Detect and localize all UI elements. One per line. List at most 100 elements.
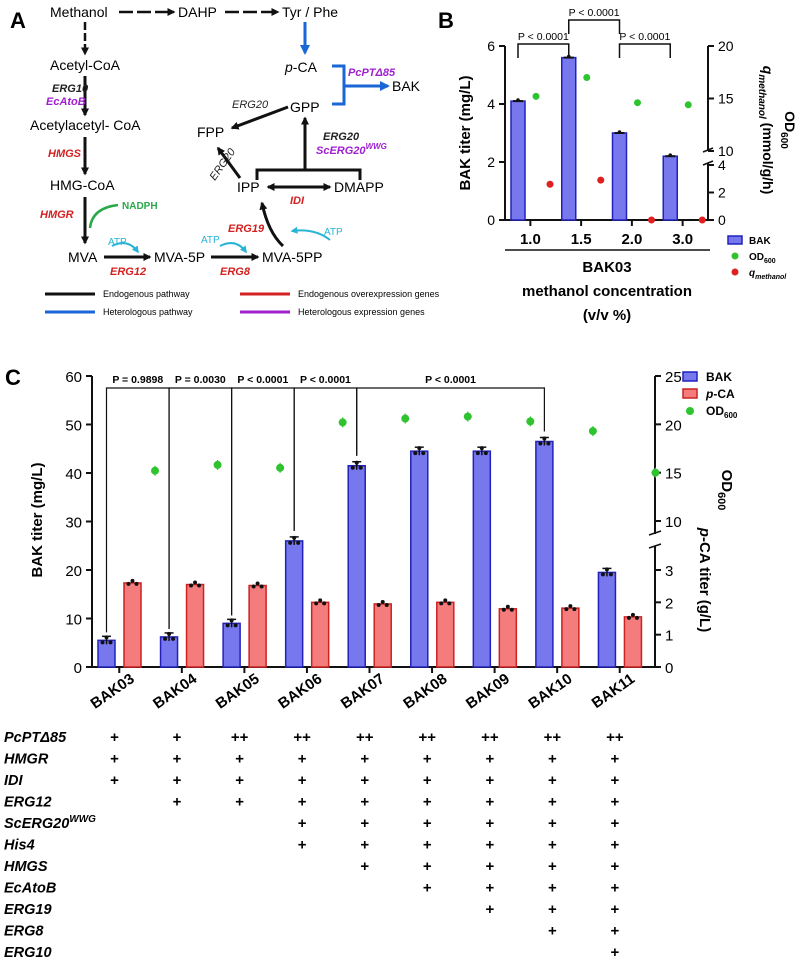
- b-bar-bak: [611, 132, 628, 221]
- c-genotype-gene: HMGR: [4, 752, 49, 768]
- c-bar-pca: [248, 584, 267, 668]
- c-bar-bak: [347, 464, 366, 668]
- c-genotype-mark: +: [611, 772, 620, 789]
- c-point-od600: [526, 417, 535, 426]
- c-bar-pca: [123, 582, 142, 668]
- c-bar-bak: [222, 622, 241, 668]
- c-genotype-mark: +: [235, 751, 244, 768]
- b-y2tick-label: 2: [718, 185, 726, 201]
- panel-c-chart: C 0 10 20 30 40 50 60 0 1 2 3 10 15 20 25 BAK03 BAK04 B…: [4, 365, 738, 961]
- c-legend-pca: p-CA: [705, 387, 735, 401]
- enzyme-hmgs: HMGS: [48, 148, 82, 160]
- b-y2tick-label: 20: [718, 38, 734, 54]
- c-replicate-dot: [259, 584, 264, 589]
- c-significance-bracket: [356, 387, 545, 456]
- node-mva-5p: MVA-5P: [154, 249, 205, 265]
- c-point-od600: [651, 468, 660, 477]
- c-genotype-mark: +: [360, 794, 369, 811]
- c-replicate-dot: [626, 615, 631, 620]
- c-replicate-dot: [233, 623, 238, 628]
- b-xtick-label: 2.0: [621, 231, 642, 248]
- c-y3tick-label: 10: [665, 514, 682, 531]
- c-genotype-mark: +: [611, 794, 620, 811]
- enzyme-erg19: ERG19: [228, 223, 265, 235]
- b-significance-bracket: [618, 43, 671, 58]
- c-replicate-dot: [292, 535, 297, 540]
- c-significance-label: P < 0.0001: [237, 374, 288, 386]
- c-replicate-dot: [483, 451, 488, 456]
- c-genotype-mark: +: [173, 794, 182, 811]
- c-point-od600: [151, 466, 159, 475]
- c-genotype-mark: +: [423, 751, 432, 768]
- enzyme-hmgr: HMGR: [40, 209, 74, 221]
- c-y2tick-label: 2: [665, 595, 673, 612]
- c-genotype-mark: +: [548, 837, 557, 854]
- c-replicate-dot: [100, 640, 105, 645]
- c-genotype-mark: +: [173, 772, 182, 789]
- c-genotype-mark: +: [360, 772, 369, 789]
- enzyme-erg10: ERG10: [52, 83, 89, 95]
- c-genotype-mark: +: [485, 794, 494, 811]
- c-genotype-mark: +: [548, 751, 557, 768]
- c-genotype-gene: HMGS: [4, 859, 48, 875]
- node-mva: MVA: [68, 249, 98, 265]
- c-replicate-dot: [604, 567, 609, 572]
- legend-endogenous-pathway: Endogenous pathway: [103, 289, 190, 299]
- c-xtick-label: BAK09: [463, 670, 513, 712]
- c-xtick-label: BAK11: [589, 670, 638, 712]
- c-replicate-dot: [251, 584, 256, 589]
- c-replicate-dot: [417, 446, 422, 451]
- c-replicate-dot: [608, 572, 613, 577]
- c-point-od600: [338, 418, 347, 427]
- c-bar-bak: [410, 450, 429, 668]
- c-significance-bracket: [231, 387, 295, 616]
- c-replicate-dot: [447, 601, 452, 606]
- b-point-qmethanol: [698, 216, 706, 224]
- b-xtick-label: 1.5: [571, 231, 592, 248]
- c-replicate-dot: [634, 615, 639, 620]
- c-replicate-dot: [630, 612, 635, 617]
- c-bar-pca: [436, 601, 455, 668]
- b-significance-label: P < 0.0001: [518, 31, 569, 43]
- node-tyr-phe: Tyr / Phe: [282, 4, 338, 20]
- c-replicate-dot: [322, 601, 327, 606]
- c-genotype-mark: +: [611, 751, 620, 768]
- b-y2tick-label: 0: [718, 212, 726, 228]
- c-replicate-dot: [108, 640, 113, 645]
- c-genotype-mark: +: [235, 772, 244, 789]
- c-genotype-mark: +: [235, 794, 244, 811]
- b-point-od600: [583, 74, 591, 81]
- c-bar-pca: [561, 607, 580, 668]
- b-ylabel: BAK titer (mg/L): [457, 76, 474, 191]
- c-replicate-dot: [475, 451, 480, 456]
- c-legend-od: OD600: [706, 404, 738, 420]
- c-point-od600: [276, 463, 285, 472]
- c-point-od600: [213, 460, 222, 469]
- legend-heterologous-pathway: Heterologous pathway: [103, 307, 193, 317]
- c-xtick-label: BAK05: [213, 670, 263, 712]
- c-replicate-dot: [354, 460, 359, 465]
- c-genotype-mark: +: [298, 815, 307, 832]
- node-fpp: FPP: [197, 124, 224, 140]
- panel-b-legend: BAK OD600 qmethanol: [727, 235, 787, 281]
- cofactor-atp-1: ATP: [108, 237, 127, 248]
- b-ytick-label: 6: [487, 38, 495, 54]
- c-replicate-dot: [479, 446, 484, 451]
- b-ytick-label: 4: [487, 96, 495, 112]
- c-genotype-mark: +: [298, 794, 307, 811]
- c-genotype-gene: ScERG20WWG: [4, 814, 96, 832]
- c-significance-bracket: [293, 387, 358, 531]
- c-replicate-dot: [225, 623, 230, 628]
- c-y2tick-label: 1: [665, 628, 673, 645]
- c-xtick-label: BAK10: [525, 670, 575, 712]
- node-dmapp: DMAPP: [334, 179, 384, 195]
- c-genotype-mark: +: [611, 944, 620, 961]
- c-genotype-mark: +: [485, 751, 494, 768]
- b-point-qmethanol: [597, 176, 605, 184]
- c-ytick-label: 30: [65, 515, 82, 532]
- b-xtick-label: 3.0: [672, 231, 693, 248]
- enzyme-erg8: ERG8: [220, 266, 251, 278]
- c-replicate-dot: [255, 581, 260, 586]
- b-point-od600: [634, 99, 641, 107]
